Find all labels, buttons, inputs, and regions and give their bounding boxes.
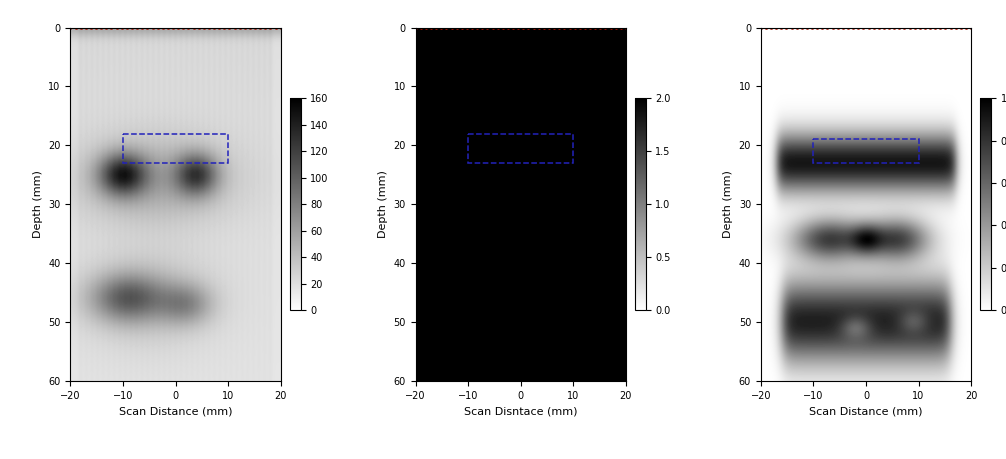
Bar: [814, 140, 918, 163]
Y-axis label: Depth (mm): Depth (mm): [378, 170, 388, 238]
X-axis label: Scan Distance (mm): Scan Distance (mm): [119, 406, 232, 416]
X-axis label: Scan Disntace (mm): Scan Disntace (mm): [464, 406, 577, 416]
Y-axis label: Depth (mm): Depth (mm): [723, 170, 733, 238]
Bar: [123, 134, 228, 163]
X-axis label: Scan Distance (mm): Scan Distance (mm): [809, 406, 923, 416]
Bar: [468, 134, 573, 163]
Y-axis label: Depth (mm): Depth (mm): [33, 170, 43, 238]
